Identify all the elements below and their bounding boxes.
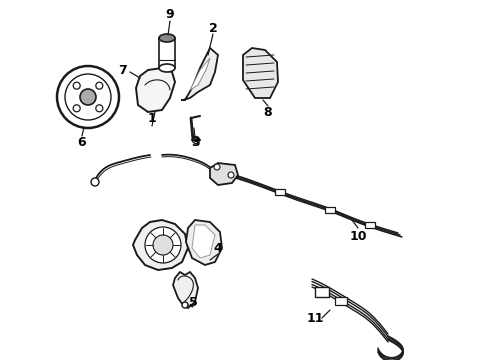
Text: 11: 11 [306, 311, 324, 324]
Polygon shape [243, 48, 278, 98]
Polygon shape [190, 58, 210, 90]
Text: 10: 10 [349, 230, 367, 243]
Polygon shape [181, 48, 218, 100]
Polygon shape [186, 220, 222, 265]
Ellipse shape [159, 64, 175, 72]
Circle shape [73, 82, 80, 89]
Text: 7: 7 [118, 63, 126, 77]
Circle shape [80, 89, 96, 105]
Text: 5: 5 [189, 296, 197, 309]
Text: 4: 4 [214, 242, 222, 255]
Circle shape [228, 172, 234, 178]
Circle shape [214, 164, 220, 170]
Circle shape [96, 105, 103, 112]
Bar [159, 38, 175, 68]
Bar [315, 287, 329, 297]
Text: 6: 6 [78, 135, 86, 148]
Bar [325, 207, 335, 213]
Text: 9: 9 [166, 9, 174, 22]
Polygon shape [210, 163, 238, 185]
Bar [365, 222, 375, 228]
Circle shape [96, 82, 103, 89]
Ellipse shape [159, 34, 175, 42]
Text: 8: 8 [264, 105, 272, 118]
Circle shape [153, 235, 173, 255]
Polygon shape [173, 272, 198, 308]
Text: 2: 2 [209, 22, 218, 35]
Text: 1: 1 [147, 112, 156, 126]
Circle shape [193, 136, 199, 144]
Polygon shape [133, 220, 188, 270]
Circle shape [182, 302, 188, 308]
Circle shape [145, 227, 181, 263]
Circle shape [73, 105, 80, 112]
Circle shape [91, 178, 99, 186]
Circle shape [65, 74, 111, 120]
Bar [335, 297, 347, 305]
Bar [275, 189, 285, 195]
Circle shape [57, 66, 119, 128]
Text: 3: 3 [191, 136, 199, 149]
Polygon shape [192, 225, 215, 258]
Polygon shape [136, 68, 175, 112]
